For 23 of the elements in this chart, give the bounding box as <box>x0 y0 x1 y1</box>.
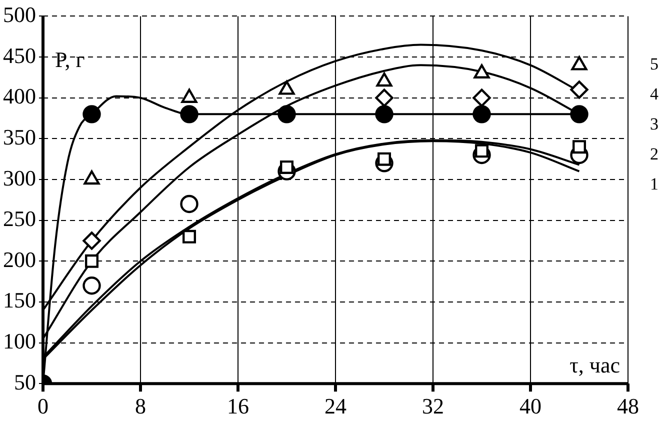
x-tick-label: 16 <box>227 394 249 419</box>
y-tick-label: 250 <box>3 206 36 232</box>
y-tick-label: 450 <box>3 42 36 68</box>
y-tick-label: 500 <box>3 2 36 27</box>
x-axis-title: τ, час <box>570 352 620 378</box>
y-tick-label: 200 <box>3 246 36 272</box>
x-tick-label: 48 <box>617 394 639 419</box>
text: 5 <box>650 54 658 74</box>
x-tick-label: 24 <box>324 394 346 419</box>
y-tick-label: 50 <box>14 369 36 394</box>
y-tick-label: 400 <box>3 84 36 109</box>
y-tick-label: 100 <box>3 328 36 354</box>
text: 3 <box>650 114 658 134</box>
text: 4 <box>650 84 659 104</box>
y-tick-label: 300 <box>3 165 36 190</box>
x-tick-label: 40 <box>520 394 542 419</box>
x-tick-label: 0 <box>38 394 48 419</box>
text: 1 <box>650 174 658 194</box>
x-tick-label: 8 <box>135 394 146 419</box>
y-tick-label: 350 <box>3 124 36 150</box>
text: 2 <box>650 144 658 164</box>
y-tick-label: 150 <box>3 288 36 313</box>
x-tick-label: 32 <box>422 394 444 419</box>
